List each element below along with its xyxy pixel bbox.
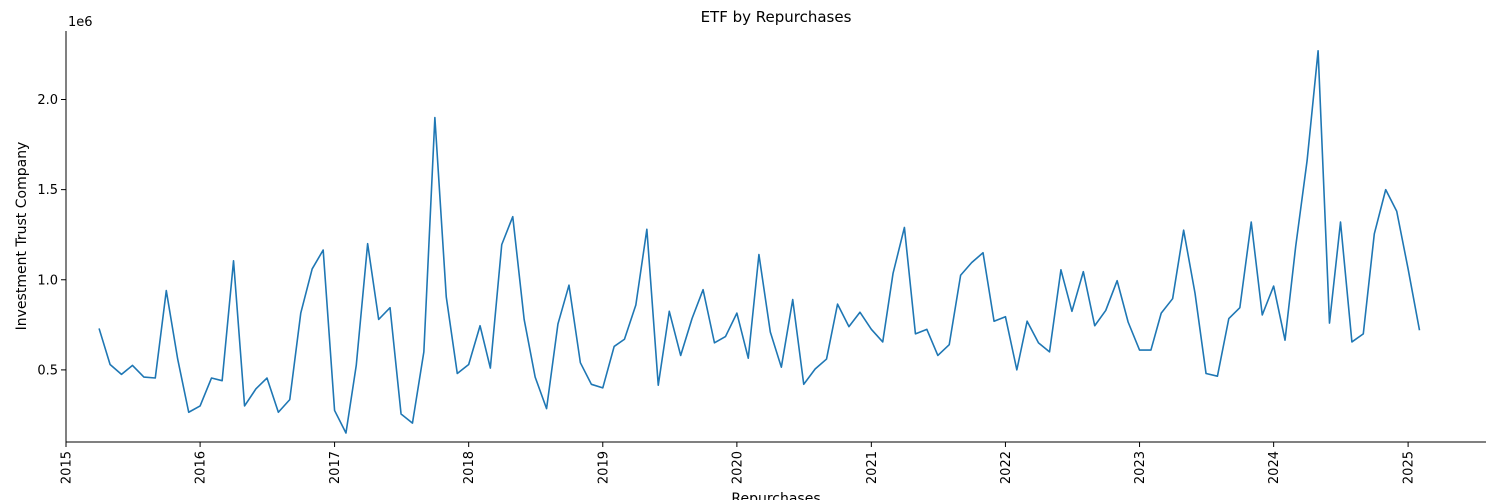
x-tick-label: 2019	[596, 451, 611, 484]
x-axis-label: Repurchases	[731, 491, 820, 500]
y-axis-ticks: 0.5 1.0 1.5 2.0	[37, 93, 66, 378]
x-tick-label: 2022	[999, 451, 1014, 484]
x-tick-label: 2018	[462, 451, 477, 484]
y-tick-label: 2.0	[37, 93, 58, 108]
y-tick-label: 1.0	[37, 273, 58, 288]
x-tick-label: 2017	[328, 451, 343, 484]
series-line	[98, 50, 1421, 434]
x-tick-label: 2025	[1402, 451, 1417, 484]
y-offset-label: 1e6	[68, 15, 93, 30]
x-tick-label: 2016	[194, 451, 209, 484]
y-axis-label: Investment Trust Company	[14, 142, 30, 331]
x-tick-label: 2020	[730, 451, 745, 484]
y-tick-label: 0.5	[37, 363, 58, 378]
chart-title: ETF by Repurchases	[701, 8, 852, 26]
x-tick-label: 2015	[60, 451, 75, 484]
x-tick-label: 2021	[865, 451, 880, 484]
x-axis-ticks: 2015 2016 2017 2018 2019 2020 2021 2022 2023 2024…	[60, 442, 1417, 484]
y-tick-label: 1.5	[37, 183, 58, 198]
x-tick-label: 2024	[1267, 451, 1282, 484]
x-tick-label: 2023	[1133, 451, 1148, 484]
